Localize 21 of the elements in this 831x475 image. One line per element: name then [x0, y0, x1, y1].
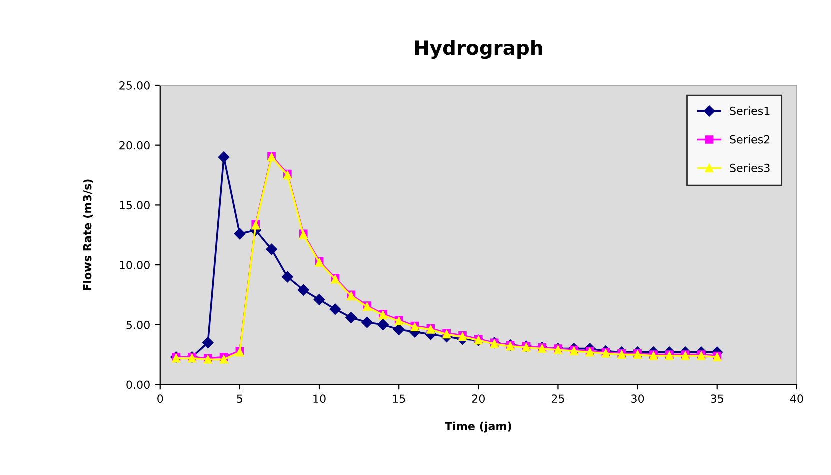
x-tick-label: 35: [711, 394, 724, 404]
y-axis-title: Flows Rate (m3/s): [83, 180, 94, 290]
y-tick-label: 15.00: [120, 201, 150, 210]
y-tick-label: 10.00: [120, 261, 150, 270]
x-tick-label: 0: [158, 394, 164, 404]
y-tick-label: 20.00: [120, 141, 150, 150]
x-tick-label: 30: [632, 394, 644, 404]
x-tick-label: 15: [393, 394, 406, 404]
x-tick-label: 20: [472, 394, 485, 404]
x-tick-label: 40: [790, 394, 804, 404]
x-axis-title: Time (jam): [445, 422, 512, 433]
chart-title: Hydrograph: [415, 40, 542, 60]
y-tick-label: 25.00: [120, 81, 150, 90]
legend-label: Series2: [730, 135, 770, 144]
y-tick-label: 0.00: [126, 380, 150, 390]
x-tick-label: 10: [314, 394, 326, 404]
x-tick-label: 25: [552, 394, 564, 404]
legend-label: Series1: [730, 106, 770, 116]
legend-label: Series3: [730, 164, 770, 172]
x-tick-label: 5: [237, 394, 243, 404]
y-tick-label: 5.00: [126, 320, 150, 330]
